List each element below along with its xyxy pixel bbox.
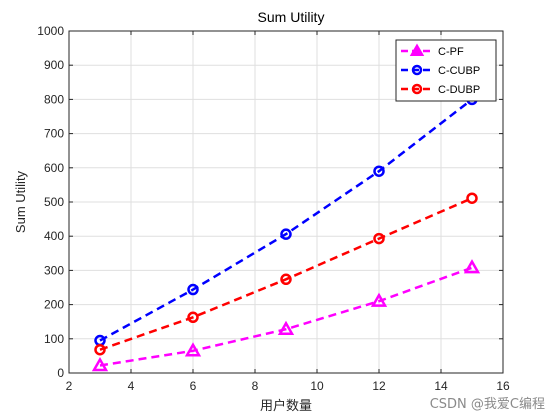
x-tick-label: 14 — [434, 379, 448, 393]
x-tick-label: 4 — [128, 379, 135, 393]
y-tick-label: 800 — [44, 92, 64, 106]
x-tick-label: 16 — [496, 379, 510, 393]
y-axis-label: Sum Utility — [13, 170, 28, 233]
y-tick-label: 400 — [44, 229, 64, 243]
y-tick-label: 1000 — [37, 24, 64, 38]
series-line — [99, 197, 473, 351]
legend-marker — [411, 64, 423, 76]
data-point — [463, 259, 481, 274]
series-group — [91, 93, 481, 372]
series-c-dubp — [94, 192, 478, 356]
data-point — [280, 228, 292, 240]
x-tick-label: 8 — [252, 379, 259, 393]
series-line — [99, 98, 473, 342]
data-point — [373, 232, 385, 245]
y-tick-label: 200 — [44, 298, 64, 312]
x-tick-label: 10 — [310, 379, 324, 393]
legend-marker — [409, 43, 425, 56]
y-tick-label: 700 — [44, 127, 64, 141]
data-point — [370, 292, 388, 307]
x-tick-label: 12 — [372, 379, 386, 393]
legend-label: C-PF — [438, 46, 464, 58]
y-tick-label: 300 — [44, 263, 64, 277]
legend-label: C-DUBP — [438, 84, 480, 96]
series-c-pf — [91, 259, 481, 372]
data-point — [184, 342, 202, 357]
legend-marker — [411, 83, 423, 95]
data-point — [373, 165, 385, 177]
data-point — [187, 311, 199, 324]
data-point — [91, 356, 109, 372]
legend-label: C-CUBP — [438, 65, 480, 77]
x-tick-label: 2 — [66, 379, 73, 393]
data-point — [277, 320, 295, 335]
data-point — [466, 192, 478, 204]
y-tick-label: 600 — [44, 161, 64, 175]
data-point — [187, 283, 199, 296]
y-tick-label: 900 — [44, 58, 64, 72]
watermark-text: CSDN @我爱C编程 — [430, 397, 545, 412]
data-point — [280, 273, 292, 286]
x-axis-label: 用户数量 — [260, 398, 312, 413]
y-tick-label: 0 — [57, 366, 64, 380]
legend: C-PF C-CUBP C-DUBP — [395, 39, 497, 102]
axes: 2 4 6 8 10 12 14 16 0 100 200 300 400 500 600 700 800 900… — [37, 24, 510, 393]
y-tick-label: 500 — [44, 195, 64, 209]
legend-item-c-pf: C-PF — [401, 43, 464, 58]
x-tick-label: 6 — [190, 379, 197, 393]
legend-item-c-cubp: C-CUBP — [401, 64, 480, 77]
legend-item-c-dubp: C-DUBP — [401, 83, 480, 96]
data-point — [94, 343, 106, 356]
series-line — [99, 266, 473, 367]
chart-title: Sum Utility — [258, 9, 325, 25]
y-tick-label: 100 — [44, 332, 64, 346]
